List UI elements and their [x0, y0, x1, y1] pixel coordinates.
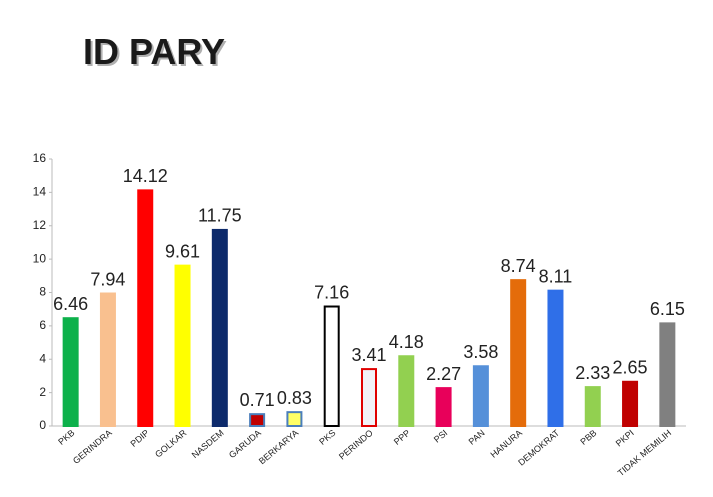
bar [211, 228, 228, 427]
value-label: 2.27 [426, 364, 461, 384]
bar [361, 368, 377, 427]
x-tick-label: GERINDRA [71, 428, 114, 466]
bar [62, 317, 79, 428]
y-tick-label: 4 [39, 351, 46, 365]
y-tick-label: 6 [39, 318, 46, 332]
y-tick-label: 2 [39, 385, 46, 399]
x-tick-label: PSI [432, 428, 450, 445]
x-tick-label: BERKARYA [257, 428, 300, 467]
y-tick-label: 10 [33, 251, 47, 265]
bar [622, 380, 639, 428]
bar [286, 411, 303, 428]
chart-title: ID PARY [83, 31, 225, 72]
x-tick-label: GARUDA [227, 428, 263, 460]
chart-title-shadow: ID PARY [85, 33, 227, 74]
value-label: 7.16 [314, 282, 349, 302]
x-tick-label: PKPI [614, 428, 636, 449]
value-label: 7.94 [90, 269, 125, 289]
value-label: 8.74 [501, 256, 536, 276]
x-tick-label: PERINDO [337, 428, 375, 462]
bar [510, 279, 527, 427]
x-tick-label: PPP [392, 428, 412, 447]
value-label: 2.65 [613, 358, 648, 378]
x-tick-label: DEMOKRAT [516, 427, 561, 467]
bar [472, 365, 489, 428]
x-tick-label: PAN [467, 428, 487, 447]
value-label: 0.71 [240, 390, 275, 410]
value-label: 8.11 [539, 266, 573, 286]
value-label: 6.46 [53, 294, 88, 314]
y-tick-label: 14 [33, 185, 47, 199]
x-tick-label: PBB [578, 428, 598, 447]
y-tick-label: 12 [33, 218, 47, 232]
bar [137, 189, 154, 427]
value-label: 3.58 [463, 342, 498, 362]
x-tick-label: NASDEM [190, 428, 226, 460]
bar [659, 322, 676, 428]
bar [547, 289, 564, 427]
bar [174, 264, 191, 427]
value-label: 11.75 [198, 206, 242, 226]
value-label: 6.15 [650, 299, 685, 319]
bar [435, 387, 452, 428]
value-label: 9.61 [165, 241, 200, 261]
bar [398, 355, 415, 427]
x-tick-label: HANURA [488, 428, 524, 460]
bar [323, 305, 340, 427]
value-label: 3.41 [351, 345, 386, 365]
x-tick-label: PDIP [129, 428, 152, 449]
value-label: 2.33 [575, 363, 610, 383]
y-tick-label: 8 [39, 285, 46, 299]
y-tick-label: 16 [33, 151, 47, 165]
value-label: 4.18 [389, 332, 424, 352]
bar [584, 386, 601, 428]
value-label: 14.12 [123, 166, 168, 186]
x-tick-label: PKS [317, 428, 337, 447]
x-tick-label: PKB [56, 428, 76, 447]
bar [249, 413, 266, 428]
bar [99, 292, 116, 427]
x-tick-label: GOLKAR [153, 427, 189, 459]
value-label: 0.83 [277, 388, 312, 408]
y-tick-label: 0 [39, 418, 46, 432]
